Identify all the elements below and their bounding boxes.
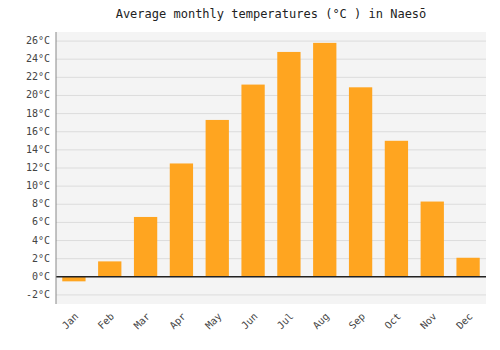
bar [277,52,300,277]
x-tick-label: Oct [382,311,403,332]
bar [313,43,336,277]
y-axis-line [56,32,57,304]
y-tick-label: 18°C [26,108,50,119]
y-tick-label: 24°C [26,53,50,64]
bar [385,141,408,277]
bar [170,163,193,276]
x-tick-label: Jun [239,311,260,332]
grid-line [56,131,486,132]
y-tick-label: 22°C [26,71,50,82]
bar [421,202,444,277]
x-tick-label: Feb [96,311,117,332]
chart-container: -2°C 0°C 2°C 4°C 6°C 8°C 10°C 12°C 14°C 16°C 18°C 2… [0,0,500,350]
y-ticks: -2°C 0°C 2°C 4°C 6°C 8°C 10°C 12°C 14°C 16°C 18°C 2… [26,35,50,300]
grid-line [56,168,486,169]
grid-line [56,77,486,78]
x-tick-label: Nov [418,311,439,332]
zero-line [56,276,486,278]
bar [134,217,157,277]
y-tick-label: 0°C [32,271,50,282]
y-tick-label: 20°C [26,89,50,100]
x-ticks: Jan Feb Mar Apr May Jun Jul Aug Sep Oct Nov Dec [60,311,475,332]
x-tick-label: Jan [60,311,81,332]
x-tick-label: May [203,311,224,332]
bar [241,85,264,277]
grid-line [56,186,486,187]
grid-line [56,294,486,295]
grid-line [56,59,486,60]
x-tick-label: Apr [167,311,188,332]
bars [62,43,479,281]
title: Average monthly temperatures (°C ) in Na… [116,7,427,21]
bar [206,120,229,277]
x-tick-label: Mar [132,311,153,332]
grid-line [56,113,486,114]
grid [56,41,486,295]
grid-line [56,276,486,277]
y-tick-label: 12°C [26,162,50,173]
y-tick-label: 26°C [26,35,50,46]
x-tick-label: Dec [454,311,475,332]
bar [98,261,121,276]
bar [456,258,479,277]
grid-line [56,41,486,42]
plot-background [56,32,486,304]
bar [349,87,372,276]
x-tick-label: Sep [347,311,368,332]
x-tick-label: Aug [311,311,332,332]
y-tick-label: 16°C [26,126,50,137]
y-tick-label: 2°C [32,253,50,264]
chart: -2°C 0°C 2°C 4°C 6°C 8°C 10°C 12°C 14°C 16°C 18°C 2… [0,0,500,350]
y-tick-label: 8°C [32,198,50,209]
y-tick-label: -2°C [26,289,50,300]
y-tick-label: 10°C [26,180,50,191]
x-tick-label: Jul [275,311,296,332]
y-tick-label: 4°C [32,235,50,246]
y-tick-label: 6°C [32,216,50,227]
y-tick-label: 14°C [26,144,50,155]
grid-line [56,95,486,96]
grid-line [56,149,486,150]
